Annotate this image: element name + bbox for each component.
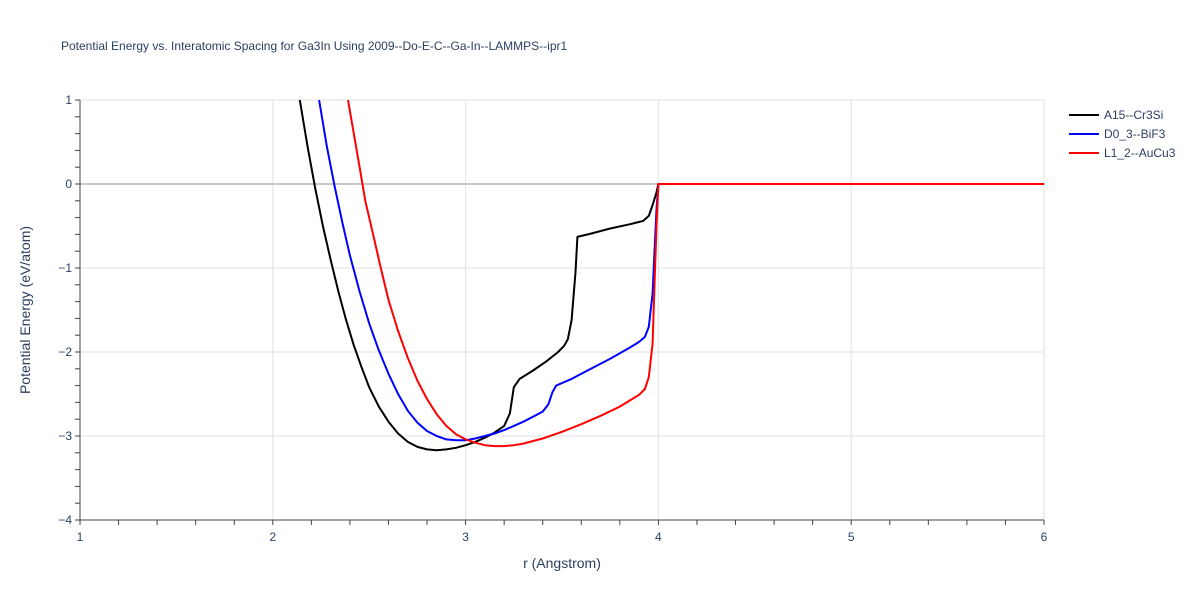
- x-tick-label: 2: [269, 530, 276, 544]
- y-axis-title: Potential Energy (eV/atom): [17, 226, 33, 394]
- grid: [80, 99, 1045, 520]
- y-tick-labels: 1 0 −1 −2 −3 −4: [58, 93, 72, 527]
- x-tick-label: 1: [77, 530, 84, 544]
- chart-title: Potential Energy vs. Interatomic Spacing…: [61, 39, 568, 53]
- series-line: [347, 100, 1044, 448]
- y-tick-label: 1: [65, 93, 72, 107]
- x-axis-title: r (Angstrom): [523, 555, 601, 571]
- y-tick-label: −2: [58, 345, 72, 359]
- y-tick-label: −4: [58, 513, 72, 527]
- y-tick-label: −3: [58, 429, 72, 443]
- legend: A15--Cr3Si D0_3--BiF3 L1_2--AuCu3: [1069, 108, 1176, 160]
- legend-label: A15--Cr3Si: [1104, 108, 1163, 122]
- x-tick-label: 3: [462, 530, 469, 544]
- y-tick-label: −1: [58, 261, 72, 275]
- y-tick-label: 0: [65, 177, 72, 191]
- minor-ticks: [75, 99, 1045, 525]
- series-line: [318, 100, 1044, 442]
- x-tick-label: 5: [848, 530, 855, 544]
- series-lines: [298, 100, 1044, 452]
- x-tick-label: 4: [655, 530, 662, 544]
- series-line: [298, 100, 1044, 452]
- legend-label: D0_3--BiF3: [1104, 127, 1166, 141]
- x-tick-labels: 1 2 3 4 5 6: [77, 530, 1048, 544]
- x-tick-label: 6: [1041, 530, 1048, 544]
- legend-label: L1_2--AuCu3: [1104, 146, 1176, 160]
